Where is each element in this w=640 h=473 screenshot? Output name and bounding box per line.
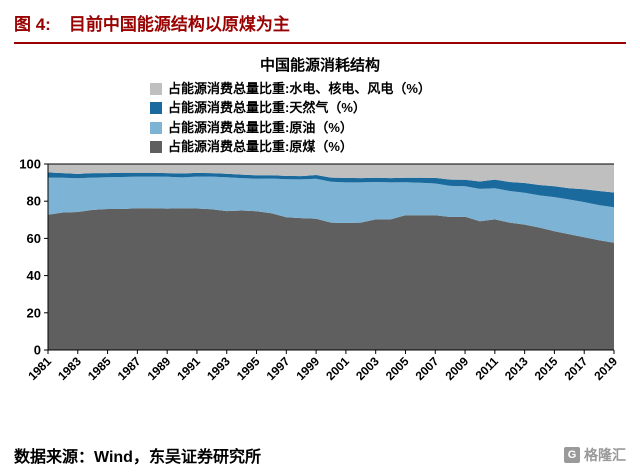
svg-text:2013: 2013 (502, 354, 531, 383)
svg-text:2007: 2007 (413, 354, 442, 383)
svg-text:1985: 1985 (85, 354, 114, 383)
svg-text:1987: 1987 (115, 354, 144, 383)
legend-label: 占能源消费总量比重:天然气（%） (168, 100, 366, 116)
svg-text:2005: 2005 (383, 354, 412, 383)
svg-text:2003: 2003 (353, 354, 382, 383)
svg-text:1983: 1983 (55, 354, 84, 383)
legend-item: 占能源消费总量比重:原油（%） (150, 120, 640, 136)
figure-title: 图 4: 目前中国能源结构以原煤为主 (14, 10, 626, 35)
svg-text:2009: 2009 (442, 354, 471, 383)
svg-text:1981: 1981 (25, 354, 54, 383)
figure-header: 图 4: 目前中国能源结构以原煤为主 (0, 0, 640, 44)
svg-text:40: 40 (27, 268, 41, 283)
gelonghui-logo: G 格隆汇 (564, 445, 626, 465)
data-source-text: 数据来源：Wind，东吴证券研究所 (14, 449, 261, 466)
svg-text:100: 100 (19, 158, 41, 172)
chart-legend: 占能源消费总量比重:水电、核电、风电（%） 占能源消费总量比重:天然气（%） 占能源… (150, 81, 640, 155)
svg-text:0: 0 (34, 343, 41, 358)
svg-text:1991: 1991 (174, 354, 203, 383)
svg-text:1997: 1997 (264, 354, 293, 383)
svg-text:1995: 1995 (234, 354, 263, 383)
svg-text:2001: 2001 (323, 354, 352, 383)
legend-label: 占能源消费总量比重:原油（%） (168, 119, 353, 135)
svg-text:60: 60 (27, 231, 41, 246)
legend-item: 占能源消费总量比重:水电、核电、风电（%） (150, 81, 640, 97)
legend-swatch (150, 83, 162, 96)
legend-label: 占能源消费总量比重:水电、核电、风电（%） (168, 81, 431, 96)
header-divider (14, 42, 626, 44)
svg-text:2017: 2017 (562, 354, 591, 383)
legend-item: 占能源消费总量比重:原煤（%） (150, 139, 640, 155)
legend-label: 占能源消费总量比重:原煤（%） (168, 138, 353, 154)
legend-swatch (150, 102, 162, 115)
svg-text:1999: 1999 (293, 354, 322, 383)
figure-title-text: 目前中国能源结构以原煤为主 (68, 15, 290, 34)
gelonghui-logo-text: 格隆汇 (584, 447, 626, 463)
svg-text:80: 80 (27, 194, 41, 209)
svg-text:1993: 1993 (204, 354, 233, 383)
figure-footer: 数据来源：Wind，东吴证券研究所 G 格隆汇 (0, 443, 640, 467)
legend-swatch (150, 121, 162, 134)
legend-swatch (150, 140, 162, 153)
svg-text:2015: 2015 (532, 354, 561, 383)
svg-text:2011: 2011 (473, 354, 502, 383)
chart-title: 中国能源消耗结构 (259, 57, 380, 74)
svg-text:2019: 2019 (591, 354, 620, 383)
chart-area: 0 20 40 60 80 100 1981 1983 1985 1987 1989 1991 1993… (0, 157, 640, 415)
legend-item: 占能源消费总量比重:天然气（%） (150, 100, 640, 116)
energy-structure-stacked-area-chart: 0 20 40 60 80 100 1981 1983 1985 1987 1989 1991 1993… (19, 157, 620, 384)
gelonghui-logo-icon: G (564, 447, 580, 463)
figure-number: 图 4: (14, 15, 51, 34)
svg-text:20: 20 (27, 305, 41, 320)
svg-text:1989: 1989 (145, 354, 174, 383)
